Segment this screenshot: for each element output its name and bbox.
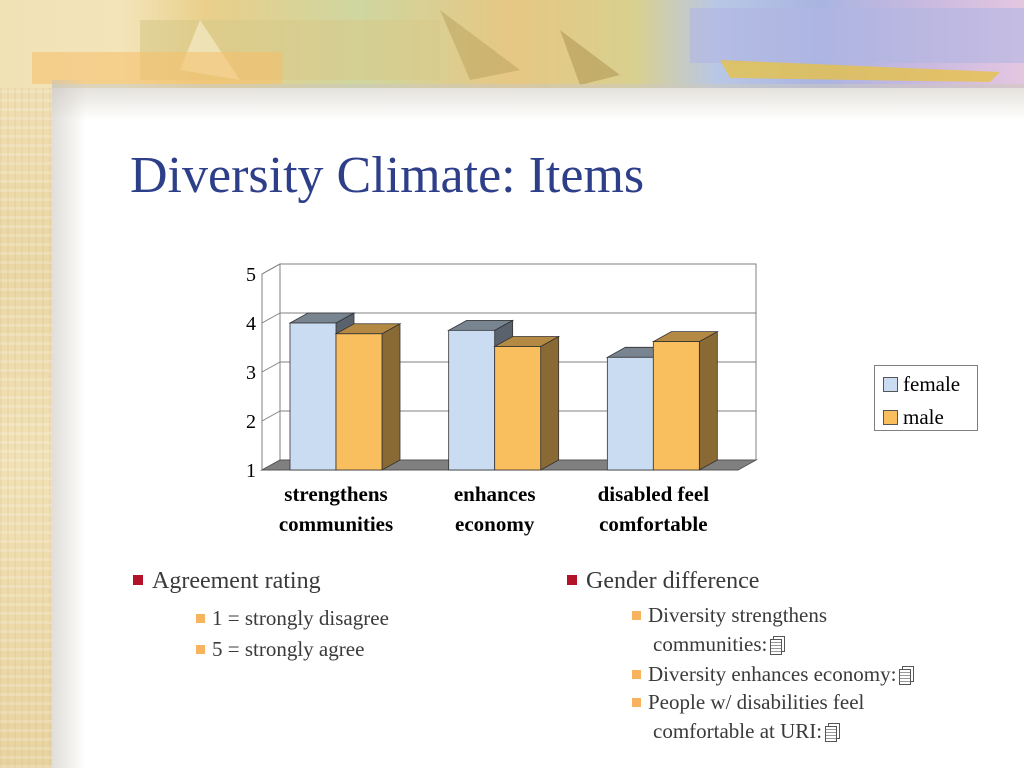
left-parchment-strip: [0, 0, 52, 768]
legend-label-female: female: [903, 372, 961, 396]
top-decorative-banner: [0, 0, 1024, 88]
sub-bullet-disabilities-line1: People w/ disabilities feel: [632, 690, 864, 715]
legend-item-female: female: [883, 373, 960, 395]
bullet-gender-difference: Gender difference: [567, 568, 759, 595]
banner-shadow: [52, 84, 1024, 120]
document-icon: [825, 722, 841, 742]
sub-bullet-2: 5 = strongly agree: [196, 637, 364, 662]
bullet-text: Gender difference: [586, 568, 760, 594]
sub-bullet-square-icon: [196, 644, 205, 654]
sub-bullet-text: comfortable at URI:: [653, 719, 823, 743]
y-tick-label: 1: [246, 460, 256, 482]
bullet-agreement-rating: Agreement rating: [133, 568, 321, 595]
document-icon: [899, 665, 915, 685]
bullet-text: Agreement rating: [152, 568, 321, 594]
sub-bullet-square-icon: [196, 613, 205, 623]
bar-side-male: [540, 335, 560, 471]
legend-label-male: male: [903, 405, 944, 429]
y-tick-label: 5: [246, 264, 256, 286]
bar-female: [289, 322, 337, 471]
legend-item-male: male: [883, 406, 944, 428]
sub-bullet-strengthens-line2: communities:: [653, 632, 786, 657]
sub-bullet-1: 1 = strongly disagree: [196, 606, 389, 631]
sub-bullet-text: 1 = strongly disagree: [212, 606, 389, 630]
sub-bullet-square-icon: [632, 669, 641, 679]
bar-side-male: [381, 323, 401, 471]
gridline-side: [261, 312, 281, 324]
x-tick-label: enhances: [454, 482, 536, 506]
sub-bullet-text: Diversity strengthens: [648, 603, 828, 627]
bar-male: [335, 333, 383, 471]
sub-bullet-text: 5 = strongly agree: [212, 637, 365, 661]
x-tick-label: comfortable: [599, 512, 707, 536]
bar-male: [494, 346, 542, 471]
sub-bullet-text: People w/ disabilities feel: [648, 690, 865, 714]
slide-title: Diversity Climate: Items: [130, 147, 645, 204]
y-tick-label: 2: [246, 411, 256, 433]
sub-bullet-text: Diversity enhances economy:: [648, 662, 897, 686]
bar-female: [606, 356, 654, 471]
x-tick-label: communities: [279, 512, 393, 536]
sub-bullet-square-icon: [632, 697, 641, 707]
x-tick-label: economy: [455, 512, 535, 536]
sub-bullet-disabilities-line2: comfortable at URI:: [653, 719, 841, 744]
legend-swatch-female: [883, 377, 898, 393]
sub-bullet-strengthens-line1: Diversity strengthens: [632, 603, 827, 628]
x-tick-label: strengthens: [284, 482, 387, 506]
gridline-side: [261, 361, 281, 373]
bullet-square-icon: [567, 574, 577, 585]
y-tick-label: 4: [246, 313, 256, 335]
legend-swatch-male: [883, 410, 898, 426]
gridline-side: [261, 263, 281, 275]
x-tick-label: disabled feel: [598, 482, 710, 506]
chart-legend: female male: [874, 365, 978, 431]
bar-female: [448, 329, 496, 471]
bar-male: [652, 341, 700, 471]
sub-bullet-economy: Diversity enhances economy:: [632, 662, 915, 687]
document-icon: [770, 635, 786, 655]
y-tick-label: 3: [246, 362, 256, 384]
sub-bullet-text: communities:: [653, 632, 768, 656]
bar-side-male: [698, 330, 718, 471]
left-shadow: [52, 80, 86, 768]
sub-bullet-square-icon: [632, 610, 641, 620]
bullet-square-icon: [133, 574, 143, 585]
gridline-side: [261, 410, 281, 422]
banner-artwork: [32, 8, 1024, 85]
